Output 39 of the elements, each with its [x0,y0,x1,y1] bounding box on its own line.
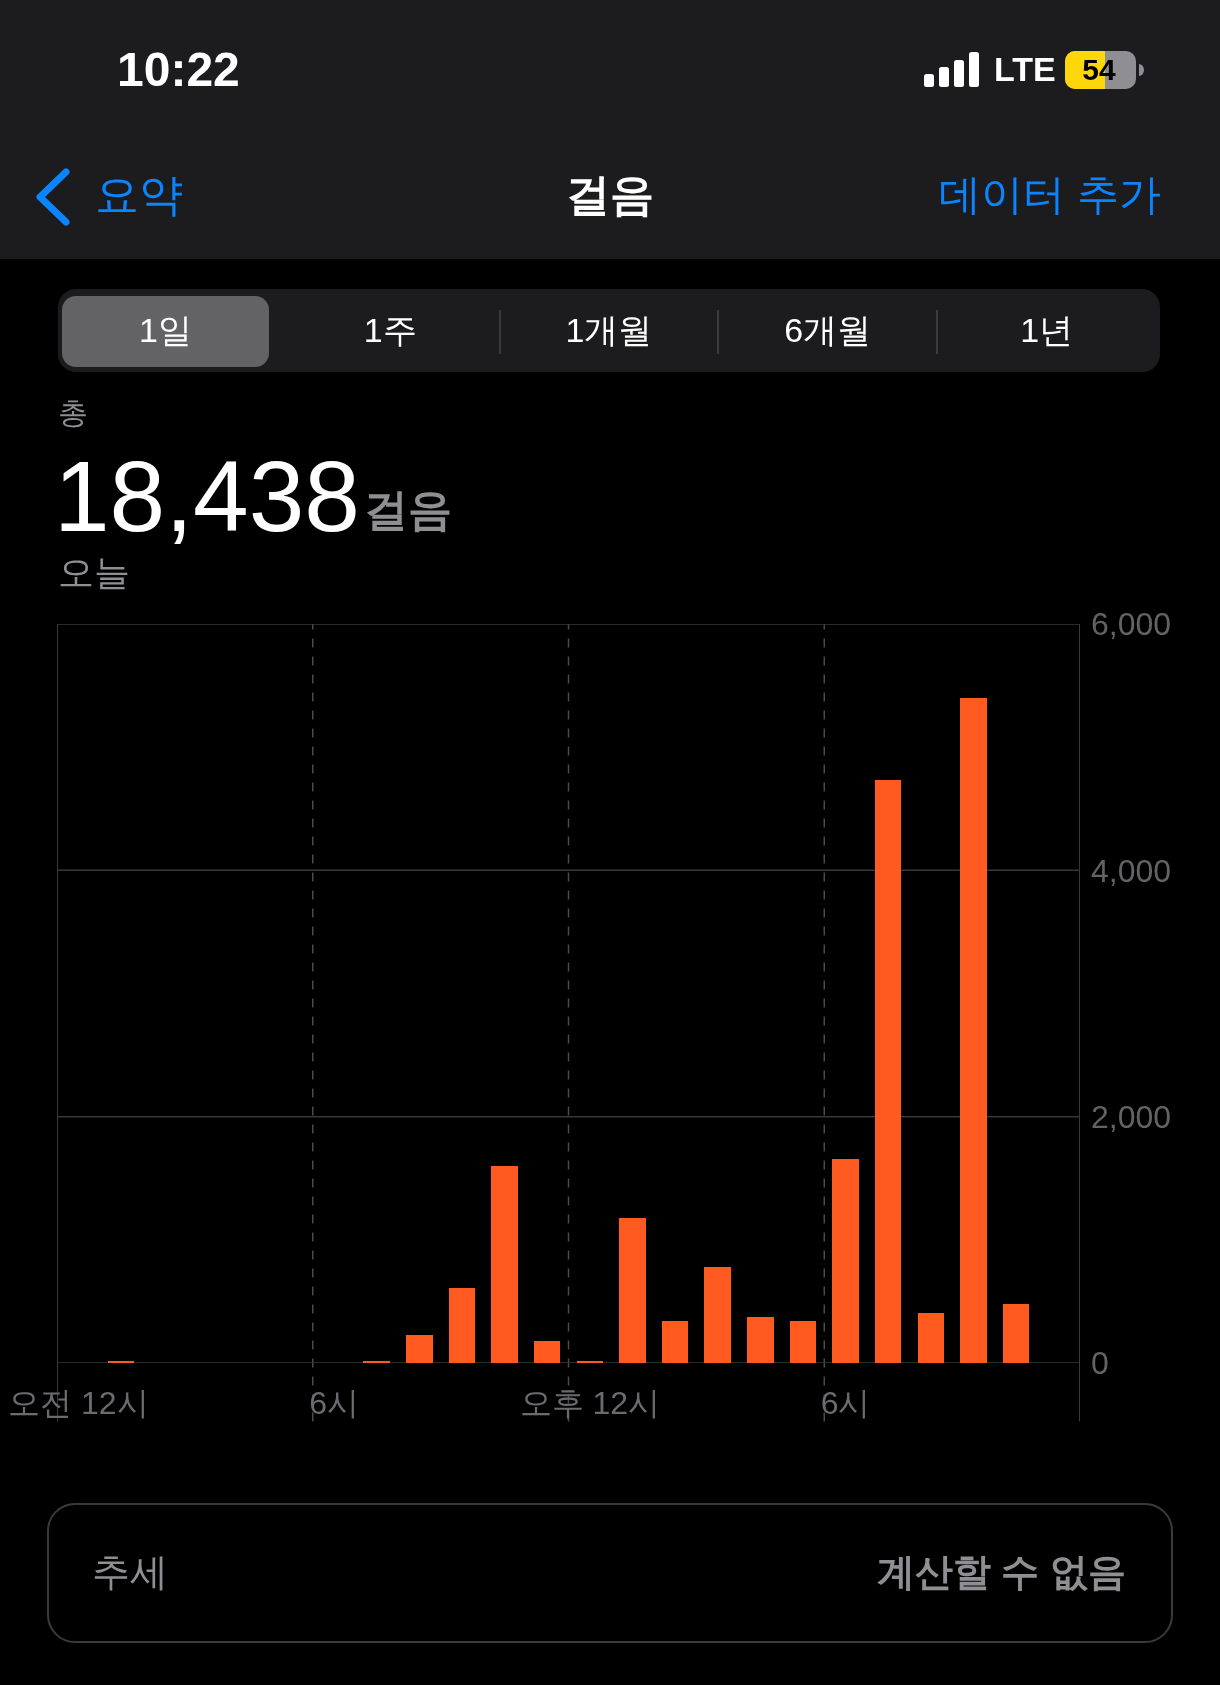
text: 1주 [363,311,417,351]
text: 요약 [95,169,183,221]
text: 계산할 수 없음 [876,1551,1126,1595]
bar [533,1340,561,1363]
bar [406,1334,433,1363]
text: 1년 [1020,311,1074,351]
bar [917,1312,945,1363]
x-tick-label: 6시 [309,1385,359,1421]
text: 10:22 [117,42,240,98]
text: 오늘 [58,552,130,594]
bar [747,1317,774,1363]
text: LTE [994,50,1056,90]
text: 54 [1082,52,1116,88]
text: 걸음 [364,484,452,536]
y-tick-label: 2,000 [1091,1098,1172,1135]
bar [448,1287,476,1363]
bar [1002,1303,1030,1363]
bar [789,1321,817,1363]
y-tick-label: 0 [1091,1345,1109,1382]
text: 데이터 추가 [939,170,1161,220]
bar [661,1321,689,1363]
y-tick-label: 6,000 [1091,606,1172,643]
bar [491,1165,518,1363]
text: 6개월 [784,311,872,351]
bar [960,697,987,1363]
chart-title: 걸음 [566,169,654,221]
text: 1일 [138,311,192,351]
x-tick-label: 오전 12시 [8,1385,149,1421]
bar [874,780,902,1363]
x-tick-label: 6시 [820,1385,871,1421]
x-tick-label: 오후 12시 [519,1385,661,1421]
bar [704,1266,731,1363]
text: 1개월 [565,311,653,351]
bar [619,1217,646,1363]
y-tick-label: 4,000 [1091,852,1172,889]
text: 18,438 [54,438,360,554]
text: 추세 [92,1551,168,1595]
bar [832,1158,859,1363]
text: 총 [58,395,88,431]
